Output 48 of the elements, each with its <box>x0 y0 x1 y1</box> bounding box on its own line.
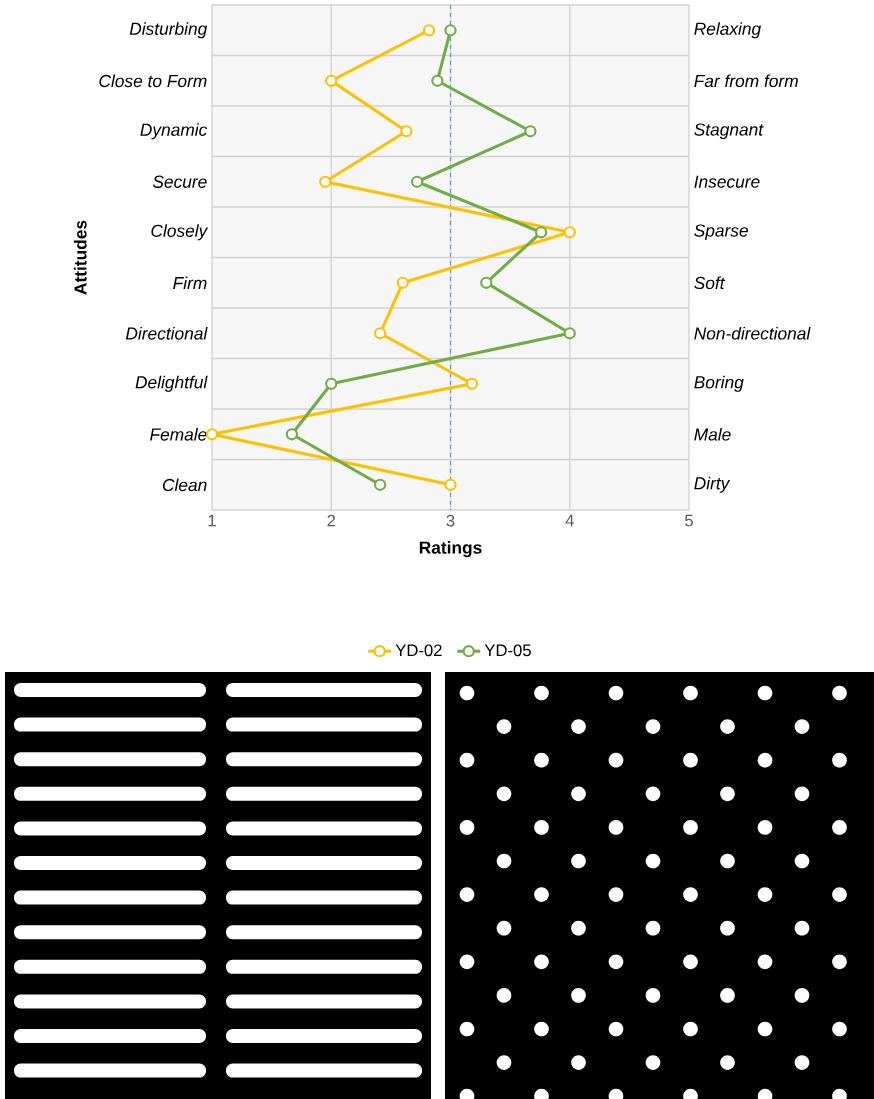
y2-tick-label: Non-directional <box>694 326 811 340</box>
y-tick-label: Close to Form <box>99 74 207 88</box>
point <box>422 24 436 37</box>
y-tick-label: Directional <box>125 326 208 340</box>
y-tick-label: Closely <box>151 224 209 241</box>
y2-tick-label: Boring <box>694 375 744 392</box>
legend-label: YD-02 <box>395 644 442 657</box>
point <box>410 175 424 188</box>
point <box>563 226 576 239</box>
point <box>325 74 338 87</box>
y-tick-label: Delightful <box>135 375 208 392</box>
point <box>431 74 444 87</box>
x-tick-label: 1 <box>208 514 216 527</box>
point <box>444 24 457 37</box>
point <box>396 276 409 289</box>
point <box>480 276 493 289</box>
point <box>400 125 413 138</box>
point <box>325 377 338 390</box>
y2-tick-label: Insecure <box>694 175 760 188</box>
x-tick-label: 4 <box>565 514 574 527</box>
y2-tick-label: Far from form <box>694 74 798 88</box>
point <box>374 478 387 491</box>
point <box>374 327 387 340</box>
x-axis-title: Ratings <box>419 541 482 558</box>
y-tick-label: Clean <box>162 478 207 492</box>
y-tick-label: Secure <box>152 175 207 188</box>
y-tick-label: Disturbing <box>129 22 208 39</box>
y-tick-label: Firm <box>173 276 207 290</box>
x-tick-label: 2 <box>327 514 336 527</box>
y2-tick-label: Dirty <box>694 476 731 493</box>
point <box>444 478 457 491</box>
point <box>465 377 479 390</box>
y2-tick-label: Sparse <box>694 224 748 241</box>
point <box>524 125 537 138</box>
point <box>319 175 332 188</box>
point <box>563 327 576 340</box>
y-tick-label: Dynamic <box>140 123 208 140</box>
point <box>285 428 299 441</box>
y2-tick-label: Male <box>694 427 731 441</box>
y2-tick-label: Stagnant <box>694 123 764 140</box>
y-axis-title: Attitudes <box>73 220 87 295</box>
y2-tick-label: Relaxing <box>694 22 761 39</box>
x-tick-label: 5 <box>685 514 693 527</box>
legend-label: YD-05 <box>484 644 531 657</box>
y2-tick-label: Soft <box>694 276 726 290</box>
point <box>534 226 548 239</box>
y-tick-label: Female <box>150 427 207 441</box>
x-tick-label: 3 <box>446 514 455 527</box>
